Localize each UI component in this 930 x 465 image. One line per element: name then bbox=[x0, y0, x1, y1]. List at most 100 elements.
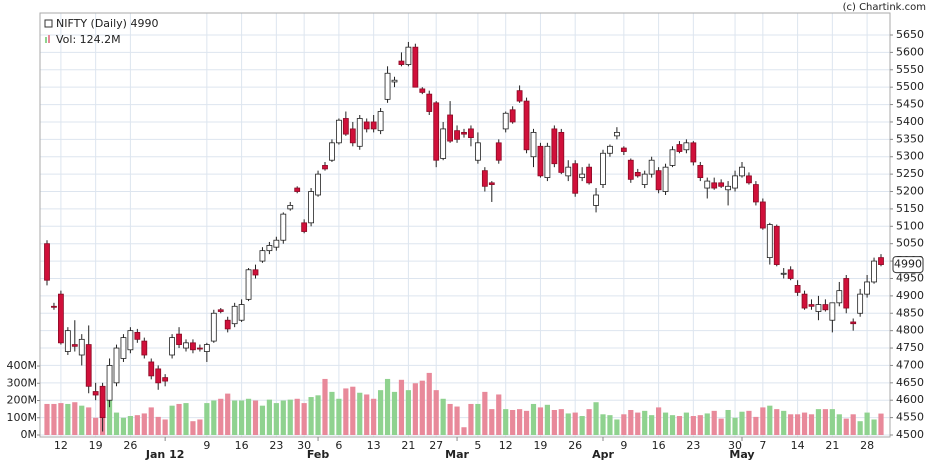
candle-body bbox=[607, 145, 613, 154]
y-tick-label: 4600 bbox=[896, 393, 924, 406]
x-tick-label: 12 bbox=[54, 439, 68, 452]
candle-body bbox=[141, 340, 148, 356]
candle-body bbox=[162, 377, 169, 382]
candle-body bbox=[794, 285, 801, 293]
volume-bar bbox=[482, 391, 488, 435]
y-tick-label: 5500 bbox=[896, 80, 924, 93]
y2-tick-label: 400M bbox=[7, 359, 38, 372]
y2-tick-label: 0M bbox=[21, 428, 38, 441]
candle-body bbox=[565, 166, 572, 177]
volume-bar bbox=[225, 393, 231, 435]
volume-bar bbox=[384, 378, 391, 435]
volume-bar bbox=[148, 407, 154, 435]
x-tick-label: 9 bbox=[620, 439, 627, 452]
volume-bar bbox=[725, 409, 731, 435]
volume-bar bbox=[391, 391, 398, 435]
x-tick-label: 23 bbox=[269, 439, 283, 452]
volume-bar bbox=[280, 400, 286, 435]
volume-bar bbox=[544, 404, 550, 435]
volume-bar bbox=[252, 400, 259, 435]
x-tick-label: 14 bbox=[791, 439, 805, 452]
volume-bar bbox=[162, 419, 168, 435]
volume-bar bbox=[86, 407, 92, 435]
candle-body bbox=[238, 304, 245, 321]
candle-body bbox=[468, 128, 474, 139]
volume-bar bbox=[767, 405, 773, 435]
volume-bar bbox=[169, 405, 175, 435]
candle-body bbox=[426, 93, 433, 112]
candle-body bbox=[210, 312, 217, 342]
candle-body bbox=[718, 182, 725, 187]
candle-body bbox=[363, 121, 370, 130]
candle-body bbox=[669, 149, 676, 166]
volume-bar bbox=[141, 413, 147, 435]
candle-body bbox=[864, 281, 870, 295]
volume-bar bbox=[301, 403, 307, 435]
y-tick-label: 5250 bbox=[896, 167, 924, 180]
candle-body bbox=[620, 147, 627, 152]
candle-body bbox=[753, 184, 759, 203]
candle-body bbox=[461, 131, 467, 135]
y-tick-label: 4650 bbox=[896, 376, 924, 389]
volume-bar bbox=[607, 415, 613, 435]
candle-body bbox=[711, 182, 718, 189]
x-month-label: Feb bbox=[307, 448, 330, 461]
x-month-label: Mar bbox=[445, 448, 469, 461]
candle-body bbox=[481, 170, 488, 187]
y-tick-label: 4500 bbox=[896, 428, 924, 441]
y-tick-label: 4750 bbox=[896, 341, 924, 354]
candle-body bbox=[683, 142, 690, 151]
candle-body bbox=[280, 213, 287, 241]
volume-bar bbox=[669, 415, 676, 435]
volume-bar bbox=[468, 403, 474, 435]
candle-body bbox=[516, 90, 523, 102]
candle-body bbox=[530, 131, 537, 158]
volume-bar bbox=[405, 390, 411, 435]
x-tick-label: 21 bbox=[401, 439, 415, 452]
volume-bar bbox=[106, 400, 113, 435]
candle-body bbox=[78, 338, 85, 356]
volume-bar bbox=[239, 400, 245, 435]
volume-bar bbox=[628, 409, 634, 435]
volume-bar bbox=[155, 416, 161, 435]
candle-body bbox=[183, 342, 189, 349]
volume-bar bbox=[788, 414, 794, 435]
candle-body bbox=[405, 46, 412, 65]
candle-body bbox=[732, 175, 738, 189]
volume-bar bbox=[753, 416, 759, 435]
volume-bar bbox=[336, 398, 342, 435]
candle-body bbox=[64, 330, 71, 352]
volume-bar bbox=[711, 410, 717, 435]
volume-bar bbox=[454, 406, 460, 435]
y-tick-label: 5100 bbox=[896, 219, 924, 232]
candle-body bbox=[92, 391, 99, 396]
plot-frame bbox=[39, 12, 891, 438]
volume-bar bbox=[565, 413, 571, 435]
volume-bar bbox=[642, 410, 648, 435]
volume-bar bbox=[259, 405, 266, 435]
candle-body bbox=[335, 119, 342, 144]
y-tick-label: 4850 bbox=[896, 306, 924, 319]
volume-bar bbox=[120, 417, 127, 435]
candle-body bbox=[99, 385, 106, 419]
candle-body bbox=[113, 347, 120, 384]
candle-body bbox=[190, 342, 196, 351]
volume-bar bbox=[245, 398, 252, 435]
volume-bar bbox=[433, 390, 439, 435]
candle-body bbox=[509, 109, 516, 123]
candle-body bbox=[551, 128, 558, 165]
volume-bar bbox=[93, 417, 99, 435]
y-tick-label: 5050 bbox=[896, 237, 924, 250]
x-tick-label: 19 bbox=[533, 439, 547, 452]
candle-body bbox=[655, 170, 662, 191]
candle-body bbox=[287, 205, 294, 210]
x-tick-label: 26 bbox=[123, 439, 137, 452]
y-tick-label: 4550 bbox=[896, 411, 924, 424]
volume-bar bbox=[572, 412, 578, 435]
candle-body bbox=[85, 344, 92, 387]
y-tick-label: 4700 bbox=[896, 358, 924, 371]
candle-body bbox=[419, 88, 426, 93]
volume-bar bbox=[621, 414, 627, 435]
volume-bar bbox=[746, 410, 752, 435]
